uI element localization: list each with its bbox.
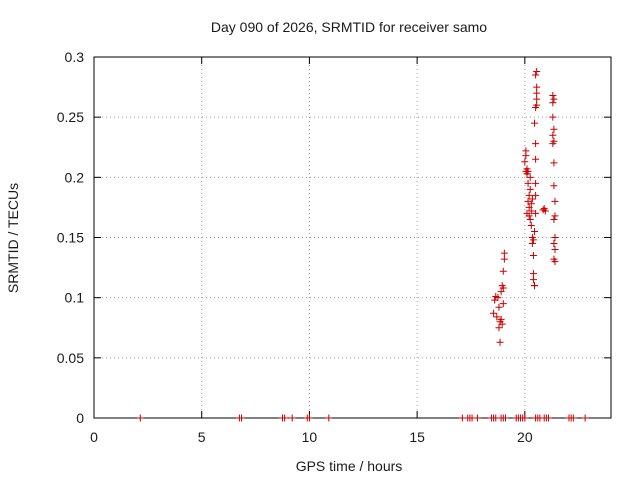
data-point (532, 155, 540, 163)
data-point (550, 125, 558, 133)
data-point (500, 249, 508, 257)
data-point (529, 276, 537, 284)
data-point (549, 92, 557, 100)
data-point (499, 267, 507, 275)
data-point (528, 240, 536, 248)
data-point (521, 158, 529, 166)
plot-frame (93, 56, 612, 419)
y-tick-label: 0.2 (65, 169, 85, 185)
data-point (527, 221, 535, 229)
data-point (498, 320, 506, 328)
data-point (494, 294, 502, 302)
x-axis-label: GPS time / hours (296, 458, 403, 474)
data-point (524, 167, 532, 175)
data-point (550, 215, 558, 223)
data-point (531, 119, 539, 127)
data-point (473, 414, 481, 422)
data-point (528, 195, 536, 203)
data-point (521, 414, 529, 422)
y-tick-labels: 0 0.05 0.1 0.15 0.2 0.25 0.3 (57, 49, 84, 426)
grid-lines (94, 57, 611, 418)
data-point (525, 191, 533, 199)
x-tick-label: 0 (90, 429, 98, 445)
data-point (525, 203, 533, 211)
y-tick-label: 0 (76, 410, 84, 426)
data-point (532, 191, 540, 199)
data-point (541, 207, 549, 215)
data-point (524, 179, 532, 187)
data-point (533, 83, 541, 91)
data-point (549, 113, 557, 121)
data-point (549, 131, 557, 139)
data-point (497, 315, 505, 323)
data-point (288, 414, 296, 422)
data-point (533, 101, 541, 109)
data-point (527, 207, 535, 215)
data-point (499, 300, 507, 308)
data-point (305, 414, 313, 422)
data-point (531, 282, 539, 290)
y-tick-label: 0.1 (65, 290, 85, 306)
data-point (549, 99, 557, 107)
data-point (497, 288, 505, 296)
data-point (569, 414, 577, 422)
x-tick-label: 20 (517, 429, 533, 445)
data-point (551, 246, 559, 254)
x-tick-label: 15 (409, 429, 425, 445)
data-point (500, 255, 508, 263)
data-point (522, 147, 530, 155)
data-point (136, 414, 144, 422)
data-points (136, 67, 589, 422)
y-tick-label: 0.3 (65, 49, 85, 65)
data-point (281, 414, 289, 422)
data-point (532, 71, 540, 79)
data-point (527, 200, 535, 208)
data-point (501, 414, 509, 422)
data-point (532, 140, 540, 148)
data-point (493, 313, 501, 321)
data-point (325, 414, 333, 422)
data-point (529, 236, 537, 244)
chart-title: Day 090 of 2026, SRMTID for receiver sam… (211, 19, 487, 35)
data-point (495, 303, 503, 311)
data-point (551, 258, 559, 266)
data-point (581, 414, 589, 422)
data-point (526, 215, 534, 223)
data-point (550, 159, 558, 167)
data-point (526, 173, 534, 181)
data-point (533, 67, 541, 75)
data-point (238, 414, 246, 422)
data-point (529, 252, 537, 260)
x-tick-label: 10 (302, 429, 318, 445)
data-point (495, 324, 503, 332)
data-point (551, 234, 559, 241)
data-point (532, 179, 540, 187)
data-point (525, 212, 533, 220)
data-point (490, 309, 498, 317)
data-point (545, 414, 553, 422)
data-point (531, 227, 539, 235)
data-point (533, 95, 541, 103)
data-point (550, 240, 558, 248)
data-point (550, 182, 558, 190)
data-point (551, 212, 559, 220)
data-point (533, 89, 541, 97)
data-point (499, 284, 507, 292)
data-point (550, 95, 558, 103)
data-point (551, 197, 559, 205)
y-tick-label: 0.15 (57, 230, 84, 246)
data-point (526, 185, 534, 193)
y-tick-label: 0.25 (57, 109, 84, 125)
x-tick-labels: 0 5 10 15 20 (90, 429, 533, 445)
data-point (532, 209, 540, 217)
data-point (549, 140, 557, 148)
x-tick-label: 5 (198, 429, 206, 445)
y-axis-label: SRMTID / TECUs (5, 183, 21, 293)
data-point (529, 270, 537, 278)
y-tick-label: 0.05 (57, 350, 84, 366)
data-point (496, 338, 504, 346)
